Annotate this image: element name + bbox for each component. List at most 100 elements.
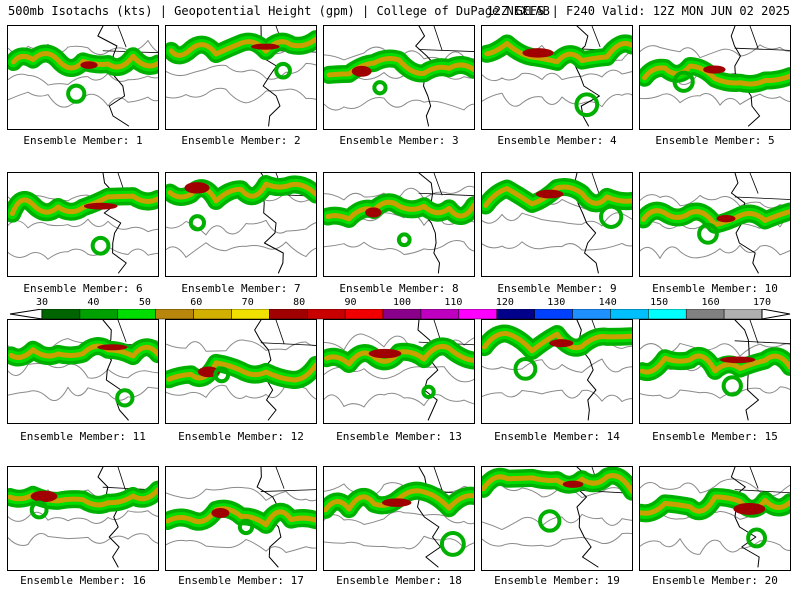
jet-band-core bbox=[484, 40, 632, 65]
ensemble-panel-14 bbox=[481, 319, 633, 424]
closed-low-circulation bbox=[188, 214, 207, 232]
isotach-map bbox=[324, 173, 474, 274]
height-contour bbox=[8, 72, 158, 86]
height-contour bbox=[8, 218, 158, 233]
jet-band-core bbox=[167, 181, 316, 204]
height-contour bbox=[8, 363, 158, 379]
jet-max bbox=[351, 65, 372, 77]
height-contour bbox=[166, 241, 316, 258]
jet-max bbox=[716, 214, 736, 223]
jet-max bbox=[368, 348, 402, 359]
ensemble-panel-5 bbox=[639, 25, 791, 130]
jet-band-core bbox=[483, 184, 632, 208]
coastline bbox=[730, 467, 760, 568]
coastline bbox=[97, 467, 120, 568]
colorbar-swatch bbox=[269, 309, 308, 320]
height-contour bbox=[324, 333, 474, 351]
isotach-map bbox=[324, 467, 474, 568]
member-caption: Ensemble Member: 14 bbox=[494, 430, 620, 443]
colorbar-label: 140 bbox=[598, 297, 617, 308]
colorbar-swatch bbox=[458, 309, 497, 320]
height-contour bbox=[482, 92, 632, 108]
closed-low-circulation bbox=[90, 235, 111, 256]
height-contour bbox=[482, 358, 632, 373]
member-caption: Ensemble Member: 4 bbox=[497, 134, 617, 147]
closed-low-circulation bbox=[396, 232, 412, 248]
height-contour bbox=[324, 392, 474, 408]
isotach-map bbox=[166, 173, 316, 274]
ensemble-panel-1 bbox=[7, 25, 159, 130]
ensemble-panel-10 bbox=[639, 172, 791, 277]
jet-max bbox=[97, 344, 128, 351]
jet-band-core bbox=[8, 343, 158, 360]
ensemble-panel-8 bbox=[323, 172, 475, 277]
jet-band-core bbox=[482, 331, 632, 354]
height-contour bbox=[640, 244, 790, 259]
jet-band-core bbox=[640, 353, 790, 375]
isotach-map bbox=[8, 173, 158, 274]
closed-low-circulation bbox=[574, 92, 600, 118]
colorbar-swatch bbox=[685, 309, 725, 320]
coastline bbox=[418, 173, 441, 274]
height-contour bbox=[482, 212, 632, 227]
closed-low-circulation bbox=[66, 83, 87, 104]
colorbar-label: 150 bbox=[650, 297, 669, 308]
height-contour bbox=[482, 513, 632, 531]
isotach-map bbox=[640, 320, 790, 421]
ensemble-panel-9 bbox=[481, 172, 633, 277]
ensemble-panel-13 bbox=[323, 319, 475, 424]
jet-band-core bbox=[482, 473, 632, 495]
colorbar-labels: 30 40 50 60 70 80 90 100 110 120 130 140 150 160 170 bbox=[0, 297, 800, 309]
ensemble-panel-17 bbox=[165, 466, 317, 571]
jet-max bbox=[211, 508, 230, 518]
closed-low-circulation bbox=[721, 375, 743, 397]
isotach-map bbox=[166, 467, 316, 568]
member-caption: Ensemble Member: 11 bbox=[20, 430, 146, 443]
colorbar-label: 170 bbox=[752, 297, 772, 308]
height-contour bbox=[640, 386, 790, 399]
model-run-info: 12Z GEFS | F240 Valid: 12Z MON JUN 02 20… bbox=[486, 4, 790, 18]
closed-low-circulation bbox=[372, 80, 388, 96]
jet-max bbox=[535, 189, 564, 199]
jet-max bbox=[80, 61, 98, 69]
closed-low-circulation bbox=[29, 500, 49, 520]
jet-max bbox=[184, 182, 210, 194]
closed-low-circulation bbox=[274, 61, 292, 80]
height-contour bbox=[640, 44, 790, 59]
isotach-map bbox=[8, 26, 158, 127]
height-contour bbox=[166, 62, 316, 80]
height-contour bbox=[324, 185, 474, 201]
height-contour bbox=[8, 246, 158, 260]
colorbar-label: 120 bbox=[495, 297, 514, 308]
colorbar-swatch bbox=[420, 309, 460, 320]
ensemble-panel-4 bbox=[481, 25, 633, 130]
jet-band-core bbox=[640, 494, 790, 516]
ensemble-panel-15 bbox=[639, 319, 791, 424]
colorbar-swatch bbox=[648, 309, 687, 320]
political-border bbox=[734, 467, 790, 494]
height-contour bbox=[8, 91, 158, 108]
colorbar-swatch bbox=[534, 309, 573, 320]
colorbar-label: 80 bbox=[293, 297, 306, 308]
colorbar-label: 90 bbox=[344, 297, 357, 308]
colorbar-label: 60 bbox=[190, 297, 203, 308]
colorbar-swatch bbox=[155, 309, 194, 320]
closed-low-circulation bbox=[421, 384, 436, 400]
jet-max bbox=[549, 339, 574, 348]
isotach-colorbar bbox=[9, 309, 791, 320]
jet-max bbox=[719, 356, 756, 364]
ensemble-panel-12 bbox=[165, 319, 317, 424]
jet-band-core bbox=[166, 360, 316, 383]
height-contour bbox=[166, 219, 316, 236]
colorbar-swatch bbox=[193, 309, 232, 320]
political-border bbox=[734, 320, 790, 345]
jet-band-core bbox=[324, 488, 474, 513]
jet-band-core bbox=[640, 208, 790, 228]
member-caption: Ensemble Member: 20 bbox=[652, 574, 778, 587]
colorbar-swatch bbox=[79, 309, 119, 320]
colorbar-label: 40 bbox=[87, 297, 100, 308]
height-contour bbox=[482, 389, 632, 403]
height-contour bbox=[482, 241, 632, 251]
height-contour bbox=[166, 538, 316, 554]
isotach-map bbox=[166, 320, 316, 421]
